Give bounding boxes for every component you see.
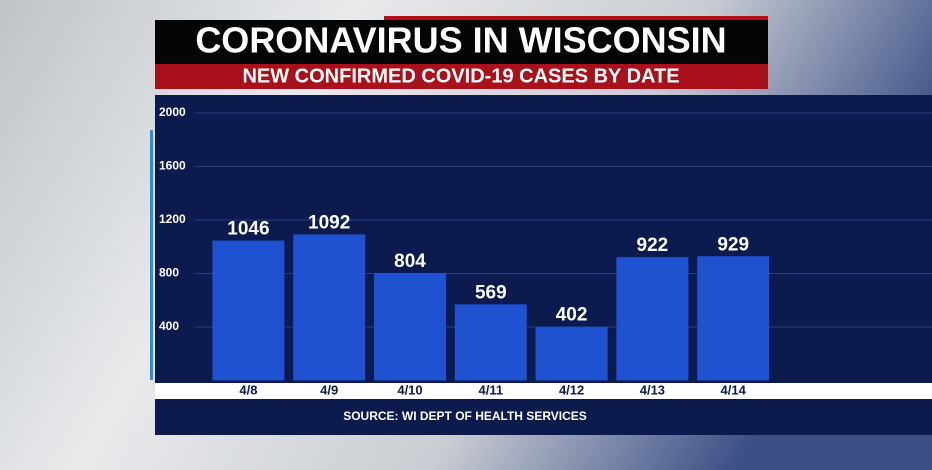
data-label: 929 — [717, 234, 749, 255]
category-strip — [155, 383, 932, 399]
accent-line — [150, 130, 153, 380]
data-label: 922 — [637, 235, 669, 256]
x-tick-label: 4/10 — [397, 382, 422, 397]
x-tick-label: 4/12 — [559, 382, 584, 397]
data-label: 1092 — [308, 212, 350, 233]
chart-title: CORONAVIRUS IN WISCONSIN — [195, 20, 726, 61]
data-label: 804 — [394, 251, 426, 272]
x-tick-label: 4/13 — [640, 382, 665, 397]
source-note: SOURCE: WI DEPT OF HEALTH SERVICES — [343, 409, 587, 423]
bar — [454, 304, 527, 381]
bar — [374, 272, 446, 381]
y-tick-label: 400 — [159, 319, 179, 333]
bar — [616, 257, 689, 381]
data-label: 402 — [556, 305, 588, 326]
y-tick-label: 2000 — [159, 105, 186, 119]
bar — [212, 240, 285, 381]
x-tick-label: 4/11 — [479, 382, 504, 397]
title-accent — [384, 16, 768, 20]
y-tick-label: 1600 — [159, 159, 186, 173]
x-tick-label: 4/8 — [239, 382, 257, 397]
y-tick-label: 1200 — [159, 212, 186, 226]
subtitle-box — [155, 64, 768, 89]
y-tick-label: 800 — [159, 266, 179, 280]
data-label: 1046 — [227, 219, 269, 240]
x-tick-label: 4/9 — [320, 382, 338, 397]
data-label: 569 — [475, 282, 507, 303]
bar — [293, 234, 366, 381]
chart-subtitle: NEW CONFIRMED COVID-19 CASES BY DATE — [242, 65, 679, 87]
bar — [535, 326, 608, 381]
x-tick-label: 4/14 — [721, 382, 747, 397]
bar — [697, 256, 770, 381]
title-box — [155, 20, 768, 64]
